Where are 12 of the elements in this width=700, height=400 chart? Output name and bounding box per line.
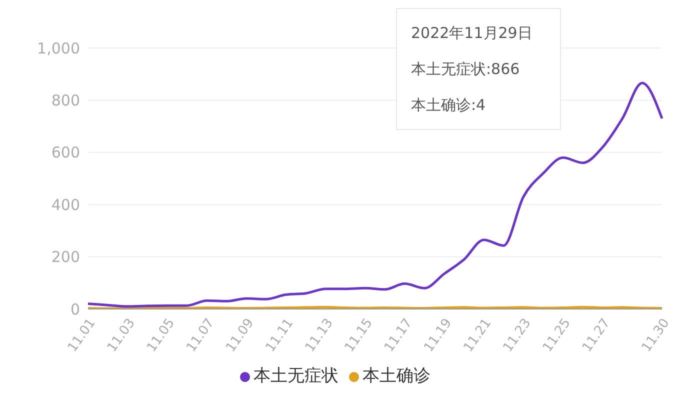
y-tick-label: 200 (51, 248, 80, 266)
annotation: 本土确诊:4 (411, 95, 487, 116)
y-tick-label: 800 (51, 92, 80, 110)
tooltip-panel: 2022年11月29日 本土无症状:866 本土确诊:4 (396, 8, 561, 130)
annotation: 本土无症状:866 (411, 59, 521, 80)
line-series (86, 82, 664, 308)
legend-label: 本土确诊 (362, 366, 430, 386)
y-tick-label: 1,000 (37, 39, 80, 58)
y-tick-label: 0 (70, 300, 80, 318)
legend-label: 本土无症状 (254, 366, 338, 386)
y-tick-label: 400 (51, 196, 80, 214)
y-tick-label: 600 (51, 144, 80, 162)
